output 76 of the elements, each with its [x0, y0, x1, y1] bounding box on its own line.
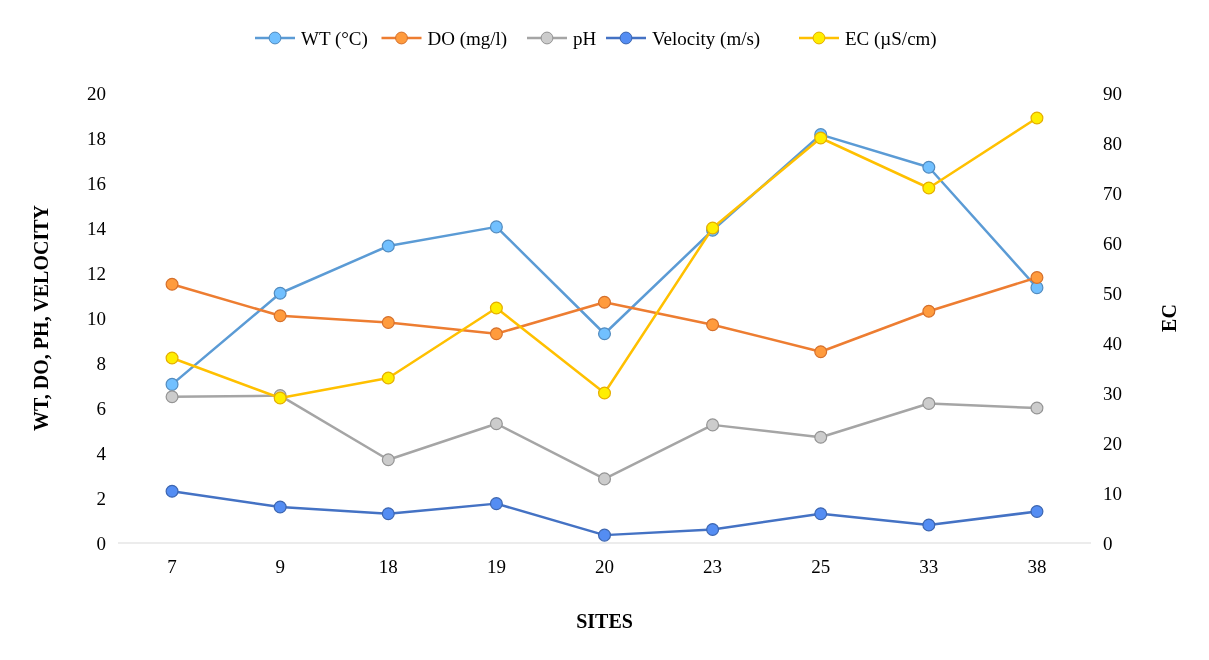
x-tick-label: 7	[167, 556, 177, 577]
point	[814, 345, 828, 359]
x-tick-label: 18	[378, 556, 398, 577]
point	[922, 518, 936, 532]
point	[597, 472, 612, 486]
point	[1030, 504, 1044, 519]
x-tick-label: 33	[919, 556, 939, 577]
y-tick-label: 18	[87, 127, 106, 149]
point	[814, 430, 828, 444]
y2-tick-label: 30	[1103, 382, 1122, 404]
x-tick-label: 23	[703, 556, 723, 577]
y-tick-label: 16	[87, 172, 106, 194]
point	[922, 396, 936, 411]
y-axis-title: WT, DO, PH, VELOCITY	[30, 204, 52, 431]
point	[165, 351, 179, 365]
y2-tick-label: 20	[1103, 432, 1122, 454]
point	[1030, 111, 1044, 125]
y-tick-label: 0	[96, 532, 106, 554]
point	[922, 160, 936, 174]
y2-tick-label: 50	[1103, 282, 1122, 304]
x-tick-label: 38	[1027, 556, 1047, 577]
y2-axis-title: EC	[1158, 304, 1180, 332]
y2-tick-label: 10	[1103, 482, 1122, 504]
point	[922, 181, 936, 195]
point	[597, 528, 612, 542]
point	[489, 417, 503, 431]
y2-tick-label: 80	[1103, 132, 1122, 154]
point	[1030, 401, 1044, 415]
point	[381, 239, 395, 253]
legend-label: EC (µS/cm)	[845, 27, 937, 50]
legend-label: Velocity (m/s)	[652, 27, 761, 50]
point	[165, 390, 179, 404]
x-tick-label: 20	[595, 556, 614, 577]
y-tick-label: 20	[87, 82, 106, 104]
point	[165, 277, 179, 291]
y-tick-label: 4	[96, 442, 107, 464]
point	[706, 522, 720, 537]
y-tick-label: 14	[87, 217, 107, 239]
x-tick-label: 9	[275, 556, 285, 577]
point	[489, 220, 503, 234]
point	[1030, 270, 1044, 285]
point	[706, 418, 720, 432]
y-tick-label: 8	[96, 352, 106, 374]
y2-tick-label: 70	[1103, 182, 1122, 204]
point	[273, 500, 287, 514]
y2-tick-label: 90	[1103, 82, 1122, 104]
point	[922, 304, 936, 318]
y-tick-label: 10	[87, 307, 106, 329]
point	[814, 507, 828, 521]
point	[597, 386, 612, 400]
y-tick-label: 2	[96, 487, 106, 509]
point	[489, 497, 503, 511]
point	[597, 295, 612, 309]
x-tick-label: 25	[811, 556, 831, 577]
y-tick-label: 12	[87, 262, 106, 284]
y2-tick-label: 0	[1103, 532, 1113, 554]
y-tick-label: 6	[96, 397, 106, 419]
x-axis-title: SITES	[576, 610, 633, 632]
point	[706, 318, 720, 332]
point	[597, 327, 612, 341]
point	[489, 327, 503, 341]
point	[381, 315, 395, 330]
y2-tick-label: 60	[1103, 232, 1122, 254]
legend-label: WT (°C)	[301, 27, 368, 50]
legend-label: pH	[573, 27, 597, 49]
y2-tick-label: 40	[1103, 332, 1122, 354]
point	[381, 453, 395, 467]
point	[165, 377, 179, 391]
point	[273, 286, 287, 300]
point	[273, 309, 287, 323]
x-tick-label: 19	[486, 556, 506, 577]
point	[381, 371, 395, 385]
point	[381, 507, 395, 521]
legend-label: DO (mg/l)	[427, 27, 508, 50]
point	[165, 484, 179, 498]
point	[489, 301, 503, 315]
